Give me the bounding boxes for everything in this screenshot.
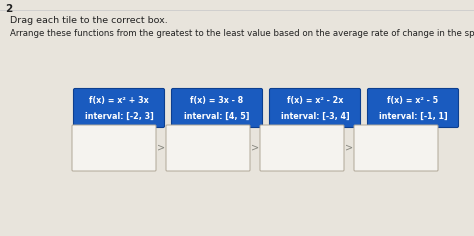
Text: >: >	[345, 143, 353, 153]
Text: interval: [-2, 3]: interval: [-2, 3]	[84, 111, 154, 121]
FancyBboxPatch shape	[270, 88, 361, 127]
Text: 2: 2	[5, 4, 12, 14]
Text: Arrange these functions from the greatest to the least value based on the averag: Arrange these functions from the greates…	[10, 29, 474, 38]
FancyBboxPatch shape	[73, 88, 164, 127]
Text: f(x) = x² + 3x: f(x) = x² + 3x	[89, 97, 149, 105]
Text: f(x) = 3x - 8: f(x) = 3x - 8	[191, 97, 244, 105]
FancyBboxPatch shape	[354, 125, 438, 171]
FancyBboxPatch shape	[166, 125, 250, 171]
Text: f(x) = x² - 2x: f(x) = x² - 2x	[287, 97, 343, 105]
Text: Drag each tile to the correct box.: Drag each tile to the correct box.	[10, 16, 168, 25]
Text: >: >	[157, 143, 165, 153]
Text: >: >	[251, 143, 259, 153]
FancyBboxPatch shape	[172, 88, 263, 127]
Text: interval: [4, 5]: interval: [4, 5]	[184, 111, 250, 121]
FancyBboxPatch shape	[72, 125, 156, 171]
Text: interval: [-3, 4]: interval: [-3, 4]	[281, 111, 349, 121]
FancyBboxPatch shape	[367, 88, 458, 127]
Text: interval: [-1, 1]: interval: [-1, 1]	[379, 111, 447, 121]
Text: f(x) = x² - 5: f(x) = x² - 5	[387, 97, 438, 105]
FancyBboxPatch shape	[260, 125, 344, 171]
